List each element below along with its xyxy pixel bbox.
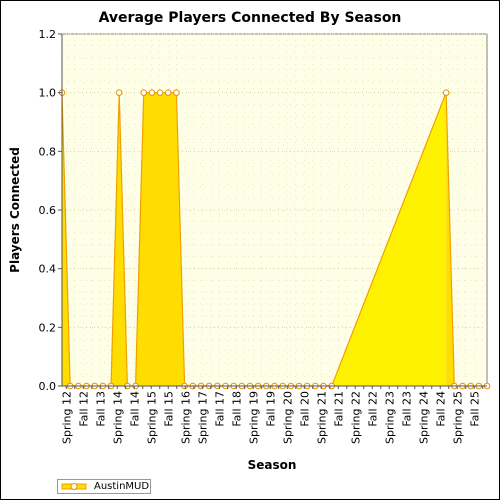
x-tick-label: Spring 14 — [111, 391, 124, 444]
y-tick-label: 0.8 — [39, 145, 57, 158]
y-tick-label: 0.6 — [39, 204, 57, 217]
data-point — [140, 89, 148, 96]
x-tick-label: Spring 19 — [247, 391, 260, 444]
x-tick-label: Fall 19 — [264, 391, 277, 427]
axes: 0.0 0.2 0.4 0.6 0.8 1.0 1.2 Spring 12 Fall 12 Fal… — [39, 28, 487, 444]
chart-title: Average Players Connected By Season — [99, 10, 402, 26]
x-tick-label: Fall 13 — [94, 391, 107, 427]
x-tick-label: Spring 12 — [60, 391, 73, 444]
data-point — [442, 89, 450, 96]
area-segment — [62, 92, 332, 387]
x-tick-label: Spring 22 — [349, 391, 362, 444]
x-tick-label: Fall 17 — [213, 391, 226, 427]
data-point — [115, 89, 123, 96]
x-tick-label: Fall 24 — [434, 391, 447, 427]
legend-label-austinmud: AustinMUD — [94, 481, 150, 492]
y-axis-title: Players Connected — [8, 147, 22, 273]
x-tick-label: Spring 23 — [383, 391, 396, 444]
x-tick-label: Fall 23 — [400, 391, 413, 427]
data-point — [156, 89, 164, 96]
x-tick-label: Spring 25 — [451, 391, 464, 444]
x-tick-label: Fall 22 — [366, 391, 379, 427]
x-tick-label: Spring 15 — [145, 391, 158, 444]
x-tick-label: Fall 14 — [128, 391, 141, 427]
data-point — [164, 89, 172, 96]
x-tick-label: Spring 17 — [196, 391, 209, 444]
x-tick-label: Fall 25 — [468, 391, 481, 427]
x-tick-label: Spring 16 — [179, 391, 192, 444]
area-segment — [446, 92, 487, 387]
x-tick-label: Spring 24 — [417, 391, 430, 444]
y-tick-label: 0.0 — [39, 380, 57, 393]
x-tick-label: Fall 21 — [332, 391, 345, 427]
x-tick-label: Fall 18 — [230, 391, 243, 427]
x-tick-label: Fall 15 — [162, 391, 175, 427]
data-point — [148, 89, 156, 96]
y-tick-label: 1.2 — [39, 28, 57, 41]
y-tick-label: 0.4 — [39, 263, 57, 276]
y-tick-label: 1.0 — [39, 87, 57, 100]
legend: AustinMUD — [57, 479, 151, 494]
x-tick-label: Spring 20 — [281, 391, 294, 444]
legend-swatch — [61, 483, 87, 490]
y-tick-label: 0.2 — [39, 321, 57, 334]
x-tick-label: Fall 20 — [298, 391, 311, 427]
x-axis-title: Season — [248, 458, 297, 472]
x-tick-label: Spring 21 — [315, 391, 328, 444]
data-point — [173, 89, 180, 96]
x-tick-label: Fall 12 — [77, 391, 90, 427]
